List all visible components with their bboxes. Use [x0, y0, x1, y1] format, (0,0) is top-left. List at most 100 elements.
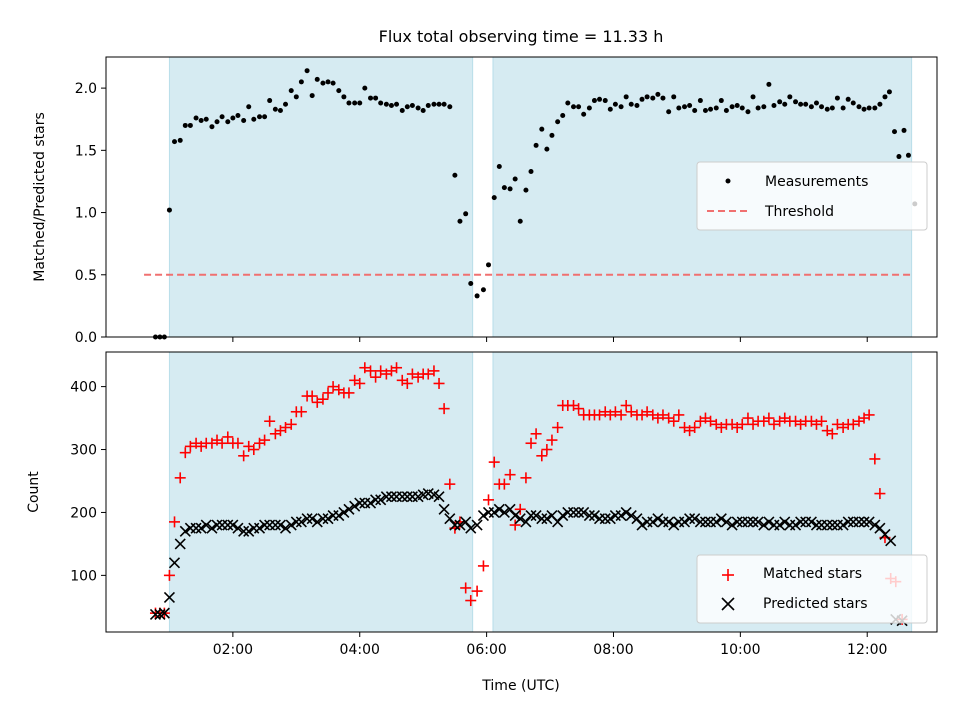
predicted-point-101	[684, 513, 696, 525]
measurement-point-16	[235, 112, 241, 118]
top-legend-box	[696, 161, 928, 231]
matched-point-73	[536, 450, 548, 462]
predicted-point-114	[752, 516, 764, 528]
measurement-point-119	[782, 101, 788, 107]
top-legend: Measurements Threshold	[696, 161, 928, 231]
predicted-point-29	[301, 513, 313, 525]
measurement-point-93	[644, 94, 650, 100]
predicted-point-109	[726, 519, 738, 531]
top-ytick-label-0: 0.0	[75, 330, 97, 346]
measurement-point-31	[314, 76, 320, 82]
measurement-point-51	[420, 108, 426, 114]
measurement-point-103	[697, 98, 703, 104]
predicted-point-80	[573, 506, 585, 519]
predicted-point-130	[837, 519, 849, 531]
top-window-span-0	[168, 56, 474, 338]
measurement-point-135	[866, 105, 872, 111]
measurement-point-97	[666, 109, 672, 115]
matched-point-64	[488, 456, 500, 468]
predicted-point-24	[274, 519, 287, 531]
matched-point-55	[438, 403, 450, 415]
measurement-point-142	[901, 127, 907, 133]
predicted-point-108	[720, 516, 732, 528]
predicted-point-9	[195, 522, 207, 534]
bottom-ytick-label-2: 300	[70, 443, 97, 459]
predicted-point-113	[747, 516, 759, 528]
predicted-point-32	[317, 513, 329, 525]
top-ytick-label-2: 1.0	[75, 206, 97, 222]
matched-point-116	[763, 412, 775, 424]
predicted-point-97	[663, 516, 675, 528]
xtick-label-3: 08:00	[593, 642, 633, 658]
bottom-x-ticks: 02:00 04:00 06:00 08:00 10:00 12:00	[213, 632, 887, 658]
predicted-point-110	[731, 516, 743, 528]
top-panel: 0.00.51.01.52.0 Matched/Predicted stars …	[32, 56, 938, 346]
measurement-point-37	[346, 100, 352, 106]
top-ytick-label-1: 0.5	[75, 268, 97, 284]
matched-point-74	[541, 444, 553, 456]
matched-point-4	[169, 516, 181, 528]
predicted-point-95	[652, 513, 664, 525]
predicted-point-67	[504, 503, 516, 515]
matched-point-3	[163, 569, 175, 581]
measurement-point-68	[512, 176, 518, 182]
measurement-point-40	[362, 85, 368, 91]
matched-point-112	[742, 412, 754, 424]
matched-point-117	[768, 418, 780, 430]
measurement-point-75	[549, 132, 555, 138]
matched-stars-points	[149, 362, 908, 625]
measurement-point-88	[618, 104, 624, 110]
matched-point-66	[498, 478, 510, 490]
measurement-point-22	[267, 98, 273, 104]
predicted-point-42	[370, 494, 382, 506]
predicted-point-139	[885, 535, 897, 547]
predicted-point-79	[567, 506, 580, 519]
measurement-point-87	[612, 101, 618, 107]
predicted-point-125	[810, 519, 823, 531]
matched-point-88	[615, 409, 627, 421]
predicted-point-26	[285, 519, 297, 531]
measurement-point-36	[341, 94, 347, 100]
measurement-point-76	[555, 119, 561, 125]
predicted-point-61	[471, 519, 483, 531]
predicted-point-66	[498, 506, 510, 519]
measurement-point-110	[734, 103, 740, 109]
predicted-point-8	[190, 522, 202, 534]
predicted-point-27	[290, 516, 302, 528]
measurement-point-13	[219, 114, 225, 120]
measurement-point-32	[320, 80, 326, 86]
predicted-point-72	[530, 510, 542, 522]
predicted-point-100	[678, 516, 691, 528]
measurement-point-136	[872, 105, 878, 111]
measurement-point-48	[404, 104, 410, 110]
predicted-point-77	[557, 510, 569, 522]
measurement-point-19	[251, 116, 257, 122]
measurement-point-35	[336, 88, 342, 94]
matched-point-62	[477, 560, 489, 572]
xtick-label-0: 02:00	[213, 642, 253, 658]
measurement-point-73	[539, 126, 545, 132]
measurement-point-63	[486, 262, 492, 268]
predicted-point-121	[789, 519, 802, 531]
matched-point-132	[847, 418, 859, 430]
matched-point-63	[483, 494, 495, 506]
matched-point-72	[530, 428, 542, 440]
matched-point-67	[504, 469, 516, 481]
measurement-point-46	[394, 101, 400, 107]
matched-point-17	[238, 450, 250, 462]
measurement-point-67	[507, 186, 513, 192]
predicted-point-45	[385, 491, 398, 503]
predicted-point-91	[631, 513, 643, 525]
xtick-label-5: 12:00	[847, 642, 887, 658]
matched-point-96	[657, 409, 669, 421]
predicted-point-35	[333, 510, 345, 522]
predicted-point-107	[715, 513, 727, 525]
measurement-point-137	[877, 101, 883, 107]
predicted-point-14	[222, 519, 234, 531]
measurement-point-115	[761, 104, 767, 110]
predicted-point-89	[620, 506, 632, 519]
predicted-point-18	[243, 525, 255, 537]
measurement-point-127	[824, 106, 830, 112]
measurement-point-122	[798, 101, 804, 107]
matched-point-76	[552, 422, 564, 434]
